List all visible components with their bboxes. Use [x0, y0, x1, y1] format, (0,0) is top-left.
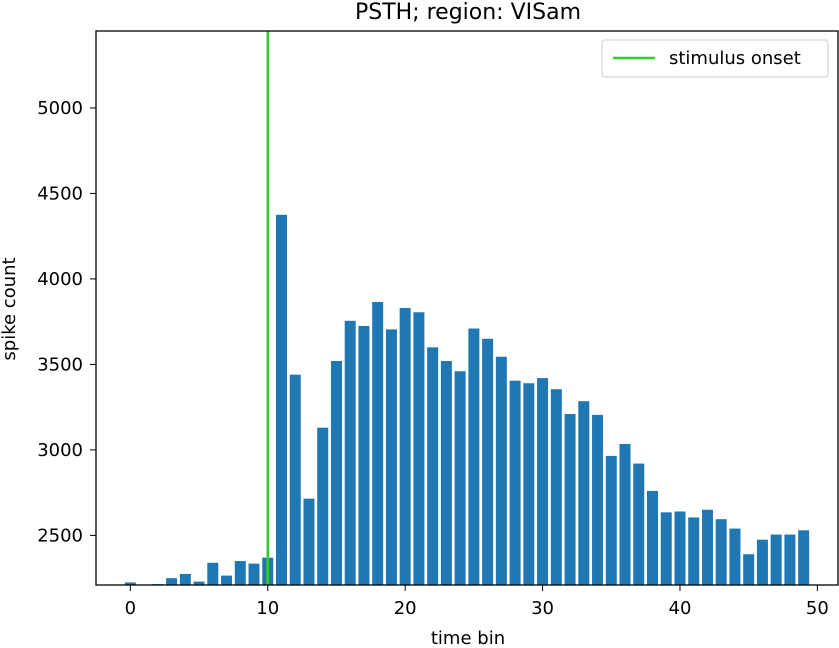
- bar-43: [715, 519, 727, 585]
- bar-46: [756, 539, 768, 585]
- bar-39: [660, 512, 672, 585]
- bar-40: [674, 511, 686, 585]
- bar-49: [798, 530, 810, 585]
- bar-33: [578, 401, 590, 585]
- x-tick-label-30: 30: [531, 598, 554, 619]
- bar-0: [124, 582, 136, 585]
- bar-17: [358, 325, 370, 585]
- bar-44: [729, 528, 741, 585]
- x-tick-label-20: 20: [394, 598, 417, 619]
- bar-45: [743, 554, 755, 585]
- bar-11: [276, 214, 287, 586]
- y-tick-label-2500: 2500: [37, 525, 83, 546]
- bar-42: [701, 509, 713, 585]
- legend: stimulus onset: [601, 39, 829, 78]
- bar-29: [523, 383, 535, 585]
- bar-9: [248, 563, 260, 585]
- bar-3: [166, 578, 178, 585]
- bar-32: [564, 414, 576, 585]
- bar-47: [770, 534, 782, 585]
- bar-12: [289, 374, 301, 585]
- bar-24: [454, 371, 466, 585]
- chart-title: PSTH; region: VISam: [355, 0, 581, 25]
- bar-25: [468, 328, 480, 585]
- bar-4: [179, 573, 191, 585]
- bar-8: [234, 561, 246, 585]
- bars-group: [124, 214, 810, 586]
- bar-16: [344, 320, 356, 585]
- bar-48: [784, 534, 796, 585]
- y-tick-label-3000: 3000: [37, 440, 83, 461]
- bar-18: [372, 302, 384, 585]
- bar-15: [330, 361, 342, 585]
- bar-13: [303, 498, 315, 585]
- x-tick-label-50: 50: [806, 598, 829, 619]
- bar-41: [688, 517, 700, 585]
- x-tick-label-40: 40: [669, 598, 692, 619]
- x-tick-label-0: 0: [125, 598, 136, 619]
- y-axis-label: spike count: [0, 257, 20, 360]
- bar-21: [413, 312, 425, 585]
- bar-31: [550, 389, 562, 585]
- bar-20: [399, 308, 411, 585]
- bar-26: [482, 338, 494, 585]
- y-tick-label-3500: 3500: [37, 354, 83, 375]
- bar-35: [605, 455, 617, 585]
- y-tick-label-4000: 4000: [37, 269, 83, 290]
- x-axis-label: time bin: [431, 628, 505, 648]
- bar-23: [440, 361, 452, 585]
- bar-14: [317, 427, 329, 585]
- bar-7: [221, 575, 233, 585]
- bar-36: [619, 443, 631, 585]
- bar-30: [537, 378, 549, 585]
- bar-5: [193, 581, 205, 585]
- bar-37: [633, 463, 645, 585]
- legend-label-stimulus-onset: stimulus onset: [669, 48, 801, 69]
- axes-frame: [95, 30, 839, 586]
- bar-28: [509, 380, 521, 585]
- bar-27: [495, 356, 507, 585]
- bar-19: [385, 329, 397, 585]
- bar-34: [592, 414, 604, 585]
- y-axis-ticks: 2500 3000 3500 4000 4500 5000: [37, 98, 96, 546]
- x-tick-label-10: 10: [256, 598, 279, 619]
- y-tick-label-4500: 4500: [37, 183, 83, 204]
- y-tick-label-5000: 5000: [37, 98, 83, 119]
- bar-22: [427, 347, 439, 585]
- bar-38: [647, 490, 658, 585]
- bar-6: [207, 562, 219, 585]
- x-axis-ticks: 0 10 20 30 40 50: [125, 585, 829, 619]
- legend-box: [601, 39, 829, 78]
